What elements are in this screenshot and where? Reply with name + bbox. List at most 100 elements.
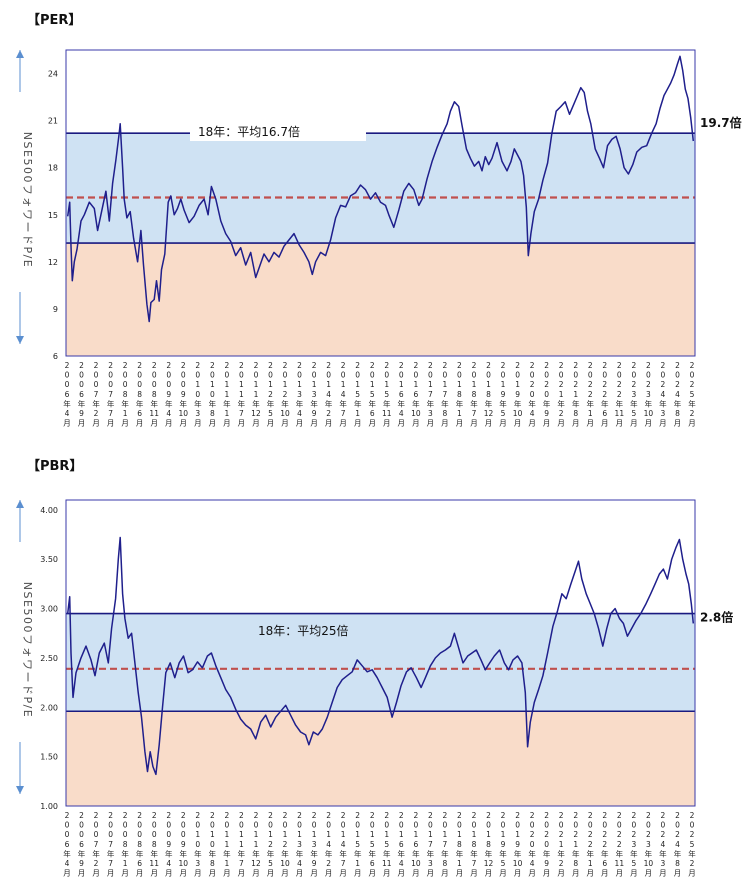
pbr-chart-svg: 【PBR】 NSE500フォワードP/E 1.00 1.50 2.00 2.50 3.00 3… <box>16 458 733 878</box>
pbr-xtick-label: 2 0 2 2 年 11 月 <box>615 811 625 878</box>
per-ytick-label: 18 <box>48 164 58 173</box>
pbr-xtick-label: 2 0 1 8 年 12 月 <box>484 811 494 878</box>
pbr-ytick-label: 2.50 <box>40 654 58 663</box>
pbr-series-line <box>66 536 695 776</box>
per-xtick-label: 2 0 1 9 年 10 月 <box>513 361 523 428</box>
pbr-end-label: 2.8倍 <box>700 610 733 625</box>
per-ytick-label: 15 <box>48 211 58 220</box>
pbr-ylabel-arrow-up-head <box>16 500 24 508</box>
per-region-band <box>66 133 695 244</box>
pbr-xtick-label: 2 0 1 1 年 12 月 <box>251 811 261 878</box>
pbr-region-below <box>66 711 695 806</box>
per-xtick-label: 2 0 1 5 年 11 月 <box>382 361 392 428</box>
pbr-ylabel-arrow-down-head <box>16 786 24 794</box>
per-annotation: 18年：平均16.7倍 <box>198 124 300 139</box>
pbr-ytick-label: 3.50 <box>40 555 58 564</box>
per-xtick-label: 2 0 2 2 年 11 月 <box>615 361 625 428</box>
per-ytick-label: 9 <box>53 305 58 314</box>
pbr-ytick-label: 4.00 <box>40 506 58 515</box>
per-title: 【PER】 <box>27 12 81 28</box>
per-xtick-label: 2 0 0 8 年 11 月 <box>149 361 159 428</box>
per-ytick-label: 6 <box>53 352 58 361</box>
pbr-chart: 【PBR】 NSE500フォワードP/E 1.00 1.50 2.00 2.50 3.00 3… <box>0 450 750 895</box>
pbr-xtick-label: 2 0 2 3 年 10 月 <box>644 811 654 878</box>
per-xtick-label: 2 0 1 2 年 10 月 <box>280 361 290 428</box>
per-annotation-bg <box>190 119 366 141</box>
per-series-line <box>66 55 695 323</box>
per-xtick-label: 2 0 1 1 年 12 月 <box>251 361 261 428</box>
per-ylabel: NSE500フォワードP/E <box>21 132 34 268</box>
pbr-xtick-label: 2 0 1 5 年 11 月 <box>382 811 392 878</box>
pbr-title: 【PBR】 <box>27 458 82 474</box>
pbr-xtick-label: 2 0 1 2 年 10 月 <box>280 811 290 878</box>
per-region-above <box>66 50 695 134</box>
pbr-ylabel: NSE500フォワードP/E <box>21 582 34 718</box>
pbr-plot-border <box>65 499 696 807</box>
per-xtick-label: 2 0 1 8 年 12 月 <box>484 361 494 428</box>
per-region-below <box>66 243 695 356</box>
per-chart: 【PER】 NSE500フォワードP/E 6 9 12 15 18 21 24 18年：平均16.… <box>0 0 750 445</box>
per-ylabel-arrow-up-head <box>16 50 24 58</box>
pbr-xtick-label: 2 0 0 9 年 10 月 <box>179 811 189 878</box>
per-end-label: 19.7倍 <box>700 115 742 130</box>
pbr-region-band <box>66 613 695 712</box>
per-ytick-label: 12 <box>48 258 58 267</box>
pbr-ytick-label: 3.00 <box>40 605 58 614</box>
pbr-xtick-label: 2 0 1 6 年 10 月 <box>411 811 421 878</box>
pbr-annotation: 18年：平均25倍 <box>258 623 349 638</box>
per-xtick-label: 2 0 1 6 年 10 月 <box>411 361 421 428</box>
pbr-ytick-label: 2.00 <box>40 703 58 712</box>
pbr-ytick-label: 1.00 <box>40 802 58 811</box>
